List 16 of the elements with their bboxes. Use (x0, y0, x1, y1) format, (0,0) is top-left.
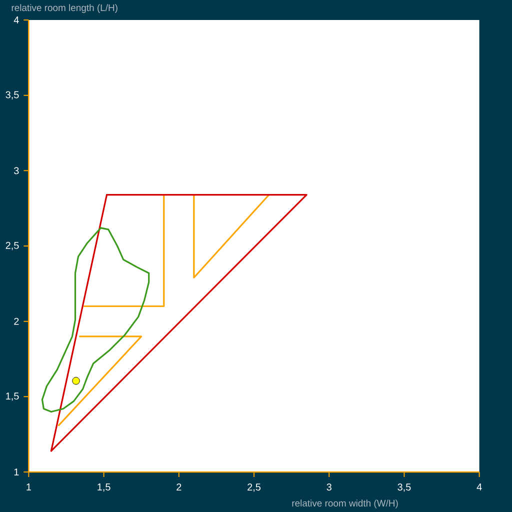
y-tick-label: 3,5 (6, 91, 19, 100)
y-tick-label: 2 (14, 318, 19, 325)
x-tick-label: 2 (176, 484, 182, 490)
x-tick-label: 2,5 (248, 484, 261, 492)
y-tick-label: 2,5 (6, 242, 19, 250)
y-tick-label: 1 (14, 468, 19, 476)
x-axis-title: relative room width (W/H) (292, 500, 398, 508)
x-tick-label: 3,5 (398, 484, 411, 492)
x-tick-label: 1,5 (98, 484, 110, 492)
y-tick-label: 4 (14, 16, 19, 24)
x-tick-label: 3 (326, 484, 332, 491)
y-tick-label: 1,5 (6, 392, 19, 401)
y-axis-title: relative room length (L/H) (12, 4, 118, 13)
x-tick-label: 1 (26, 484, 31, 490)
x-tick-label: 4 (476, 484, 482, 490)
y-tick-label: 3 (14, 167, 19, 174)
